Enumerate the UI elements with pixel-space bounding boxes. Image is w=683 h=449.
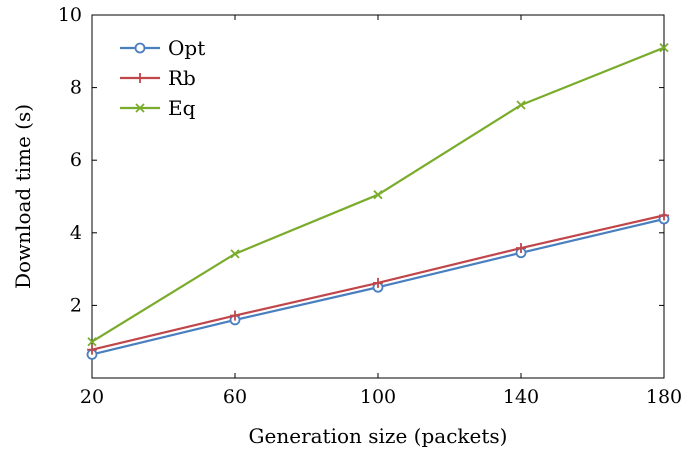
- y-tick-label: 10: [58, 4, 82, 26]
- x-tick-label: 140: [503, 386, 539, 408]
- legend-label-eq: Eq: [168, 96, 196, 120]
- data-point-rb: [516, 243, 526, 254]
- x-tick-label: 100: [360, 386, 396, 408]
- data-point-eq: [373, 190, 383, 200]
- data-point-rb: [87, 344, 97, 355]
- data-point-eq: [659, 43, 669, 53]
- data-point-eq: [516, 100, 526, 110]
- data-point-eq: [87, 337, 97, 347]
- x-b: [373, 190, 383, 200]
- legend: Opt Rb Eq: [120, 36, 205, 120]
- data-point-eq: [230, 249, 240, 259]
- y-tick-label: 4: [70, 222, 82, 244]
- legend-marker-opt: [134, 42, 146, 54]
- data-point-rb: [373, 277, 383, 288]
- y-tick-label: 2: [70, 294, 82, 316]
- x-tick-label: 180: [646, 386, 682, 408]
- x-tick-label: 20: [80, 386, 104, 408]
- legend-label-rb: Rb: [168, 66, 196, 90]
- series-rb: [87, 210, 669, 355]
- x-axis-label: Generation size (packets): [249, 424, 508, 448]
- y-tick-label: 6: [70, 149, 82, 171]
- x-b: [230, 249, 240, 259]
- x-tick-label: 60: [223, 386, 247, 408]
- data-point-rb: [659, 210, 669, 221]
- x-b: [135, 103, 145, 113]
- legend-marker-eq: [135, 103, 145, 113]
- x-b: [87, 337, 97, 347]
- x-b: [516, 100, 526, 110]
- x-b: [659, 43, 669, 53]
- legend-entry-eq: Eq: [120, 96, 196, 120]
- y-tick-label: 8: [70, 77, 82, 99]
- legend-entry-rb: Rb: [120, 66, 196, 90]
- y-axis-label: Download time (s): [11, 104, 35, 289]
- series-layer: [86, 43, 670, 360]
- data-point-rb: [230, 310, 240, 321]
- axes: 20 60 100 140 180 2 4 6 8 10: [58, 4, 682, 408]
- series-eq: [87, 43, 669, 347]
- legend-marker-rb: [135, 73, 145, 83]
- legend-label-opt: Opt: [168, 36, 205, 60]
- legend-entry-opt: Opt: [120, 36, 205, 60]
